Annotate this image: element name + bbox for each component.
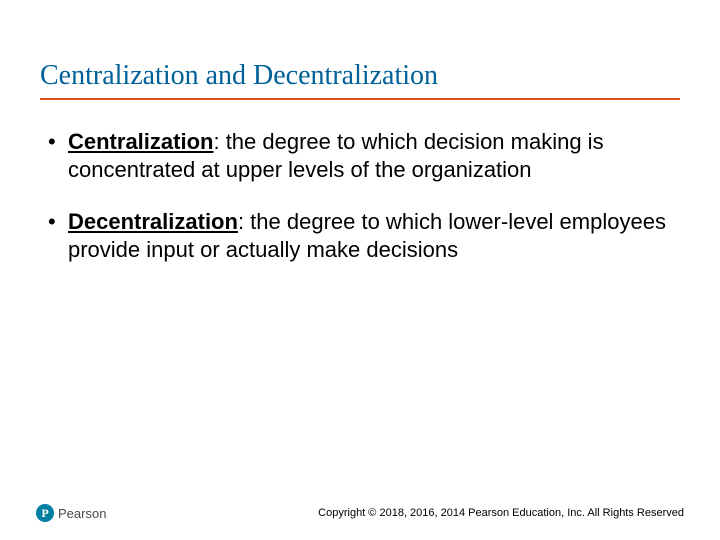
slide-title: Centralization and Decentralization [40, 60, 680, 100]
slide-container: Centralization and Decentralization Cent… [0, 0, 720, 540]
copyright-text: Copyright © 2018, 2016, 2014 Pearson Edu… [318, 507, 684, 519]
bullet-term: Decentralization [68, 209, 238, 234]
pearson-logo: P Pearson [36, 504, 106, 522]
pearson-logo-icon: P [36, 504, 54, 522]
bullet-list: Centralization: the degree to which deci… [40, 128, 680, 265]
footer: P Pearson Copyright © 2018, 2016, 2014 P… [0, 504, 720, 522]
bullet-term: Centralization [68, 129, 213, 154]
bullet-item: Centralization: the degree to which deci… [46, 128, 680, 184]
pearson-logo-text: Pearson [58, 506, 106, 521]
bullet-item: Decentralization: the degree to which lo… [46, 208, 680, 264]
